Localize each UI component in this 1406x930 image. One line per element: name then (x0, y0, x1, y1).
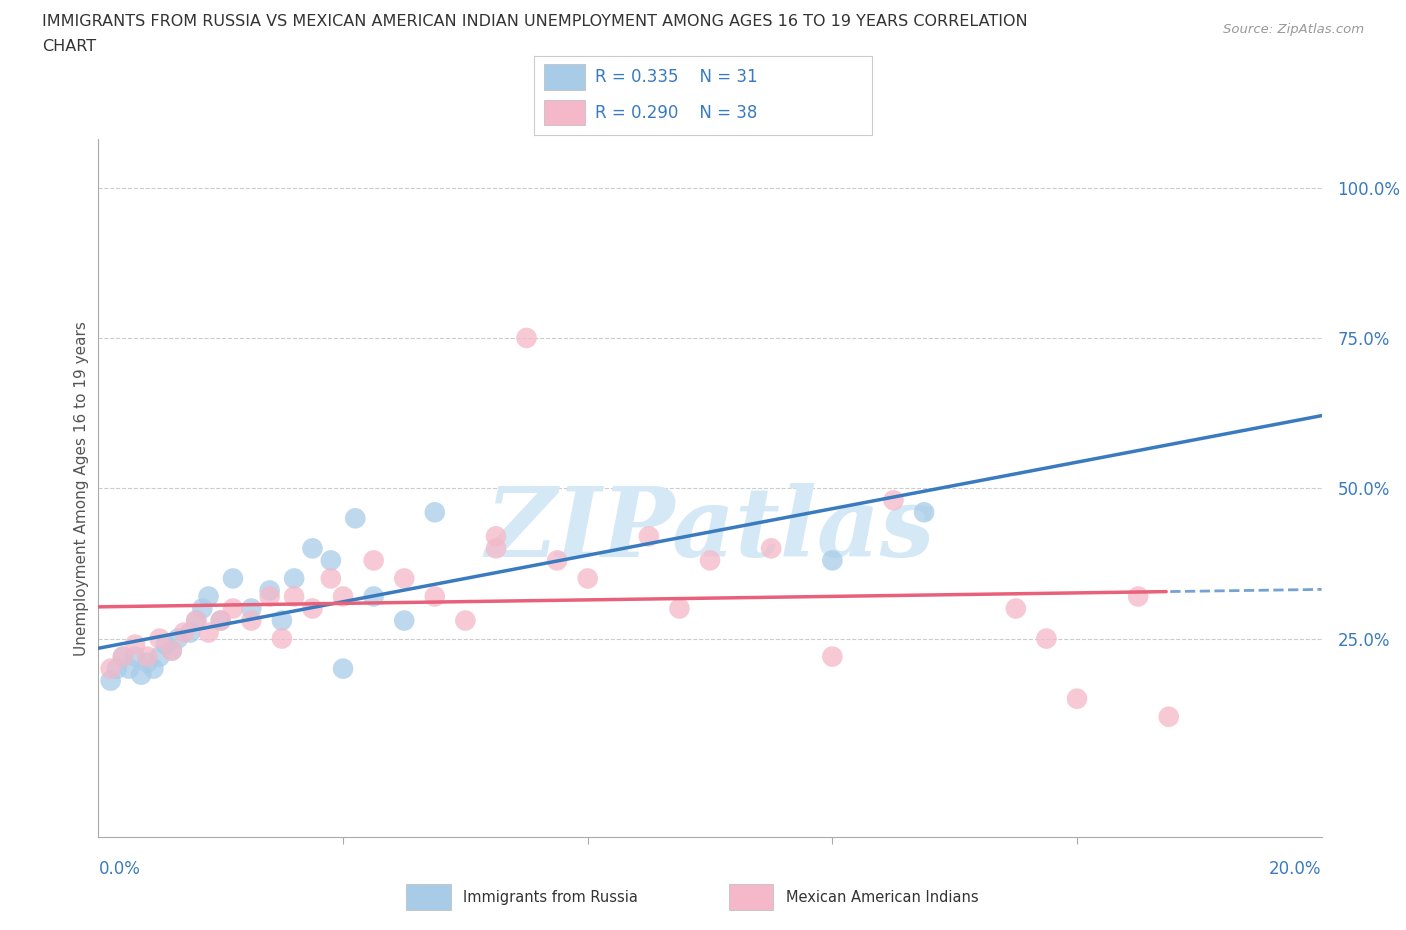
Point (546, 553, 568, 568)
Text: R = 0.335    N = 31: R = 0.335 N = 31 (595, 68, 758, 86)
Point (142, 661, 165, 676)
Point (516, 330, 538, 345)
Point (1128, 589, 1150, 604)
Text: CHART: CHART (42, 39, 96, 54)
Point (423, 505, 446, 520)
Point (100, 673, 122, 688)
Point (191, 601, 214, 616)
Point (100, 661, 122, 676)
Point (283, 589, 305, 604)
Point (173, 625, 195, 640)
Point (576, 571, 599, 586)
Point (363, 553, 385, 568)
Point (1035, 631, 1057, 646)
Point (668, 601, 690, 616)
Point (1066, 691, 1088, 706)
Point (699, 553, 721, 568)
Point (319, 571, 342, 586)
Point (1004, 601, 1026, 616)
FancyBboxPatch shape (406, 884, 451, 910)
Point (209, 613, 232, 628)
Text: R = 0.290    N = 38: R = 0.290 N = 38 (595, 104, 758, 122)
Point (167, 631, 190, 646)
Point (392, 613, 416, 628)
Point (344, 511, 367, 525)
Text: IMMIGRANTS FROM RUSSIA VS MEXICAN AMERICAN INDIAN UNEMPLOYMENT AMONG AGES 16 TO : IMMIGRANTS FROM RUSSIA VS MEXICAN AMERIC… (42, 14, 1028, 29)
Point (821, 649, 844, 664)
Point (454, 613, 477, 628)
Point (105, 661, 128, 676)
Point (118, 661, 141, 676)
Point (124, 649, 146, 664)
Point (222, 571, 245, 586)
Point (883, 493, 905, 508)
Point (270, 631, 292, 646)
Point (179, 625, 201, 640)
Point (136, 649, 159, 664)
Point (485, 541, 508, 556)
Point (912, 505, 935, 520)
Point (149, 631, 172, 646)
Text: Source: ZipAtlas.com: Source: ZipAtlas.com (1223, 23, 1364, 36)
Point (485, 529, 508, 544)
Point (259, 589, 281, 604)
Point (197, 625, 219, 640)
FancyBboxPatch shape (728, 884, 773, 910)
Point (392, 571, 416, 586)
Point (111, 649, 134, 664)
Point (197, 589, 219, 604)
Point (186, 613, 208, 628)
Point (129, 667, 152, 682)
Point (160, 644, 183, 658)
Point (240, 613, 263, 628)
Text: Mexican American Indians: Mexican American Indians (786, 890, 979, 905)
Point (332, 589, 354, 604)
Point (209, 613, 232, 628)
Point (149, 649, 172, 664)
Point (332, 661, 354, 676)
Point (363, 589, 385, 604)
Point (111, 649, 134, 664)
Text: 20.0%: 20.0% (1270, 860, 1322, 878)
Text: ZIPatlas: ZIPatlas (485, 483, 935, 578)
Point (423, 589, 446, 604)
Point (136, 656, 159, 671)
Point (1157, 710, 1180, 724)
Point (283, 571, 305, 586)
Point (821, 553, 844, 568)
Point (160, 644, 183, 658)
Point (155, 637, 177, 652)
Point (124, 637, 146, 652)
Point (319, 553, 342, 568)
Point (186, 613, 208, 628)
Text: 0.0%: 0.0% (98, 860, 141, 878)
Y-axis label: Unemployment Among Ages 16 to 19 years: Unemployment Among Ages 16 to 19 years (75, 321, 89, 656)
FancyBboxPatch shape (544, 100, 585, 126)
Point (240, 601, 263, 616)
Text: Immigrants from Russia: Immigrants from Russia (464, 890, 638, 905)
Point (259, 583, 281, 598)
FancyBboxPatch shape (544, 64, 585, 90)
Point (270, 613, 292, 628)
Point (301, 601, 323, 616)
Point (301, 541, 323, 556)
Point (222, 601, 245, 616)
Point (759, 541, 782, 556)
Point (637, 529, 661, 544)
